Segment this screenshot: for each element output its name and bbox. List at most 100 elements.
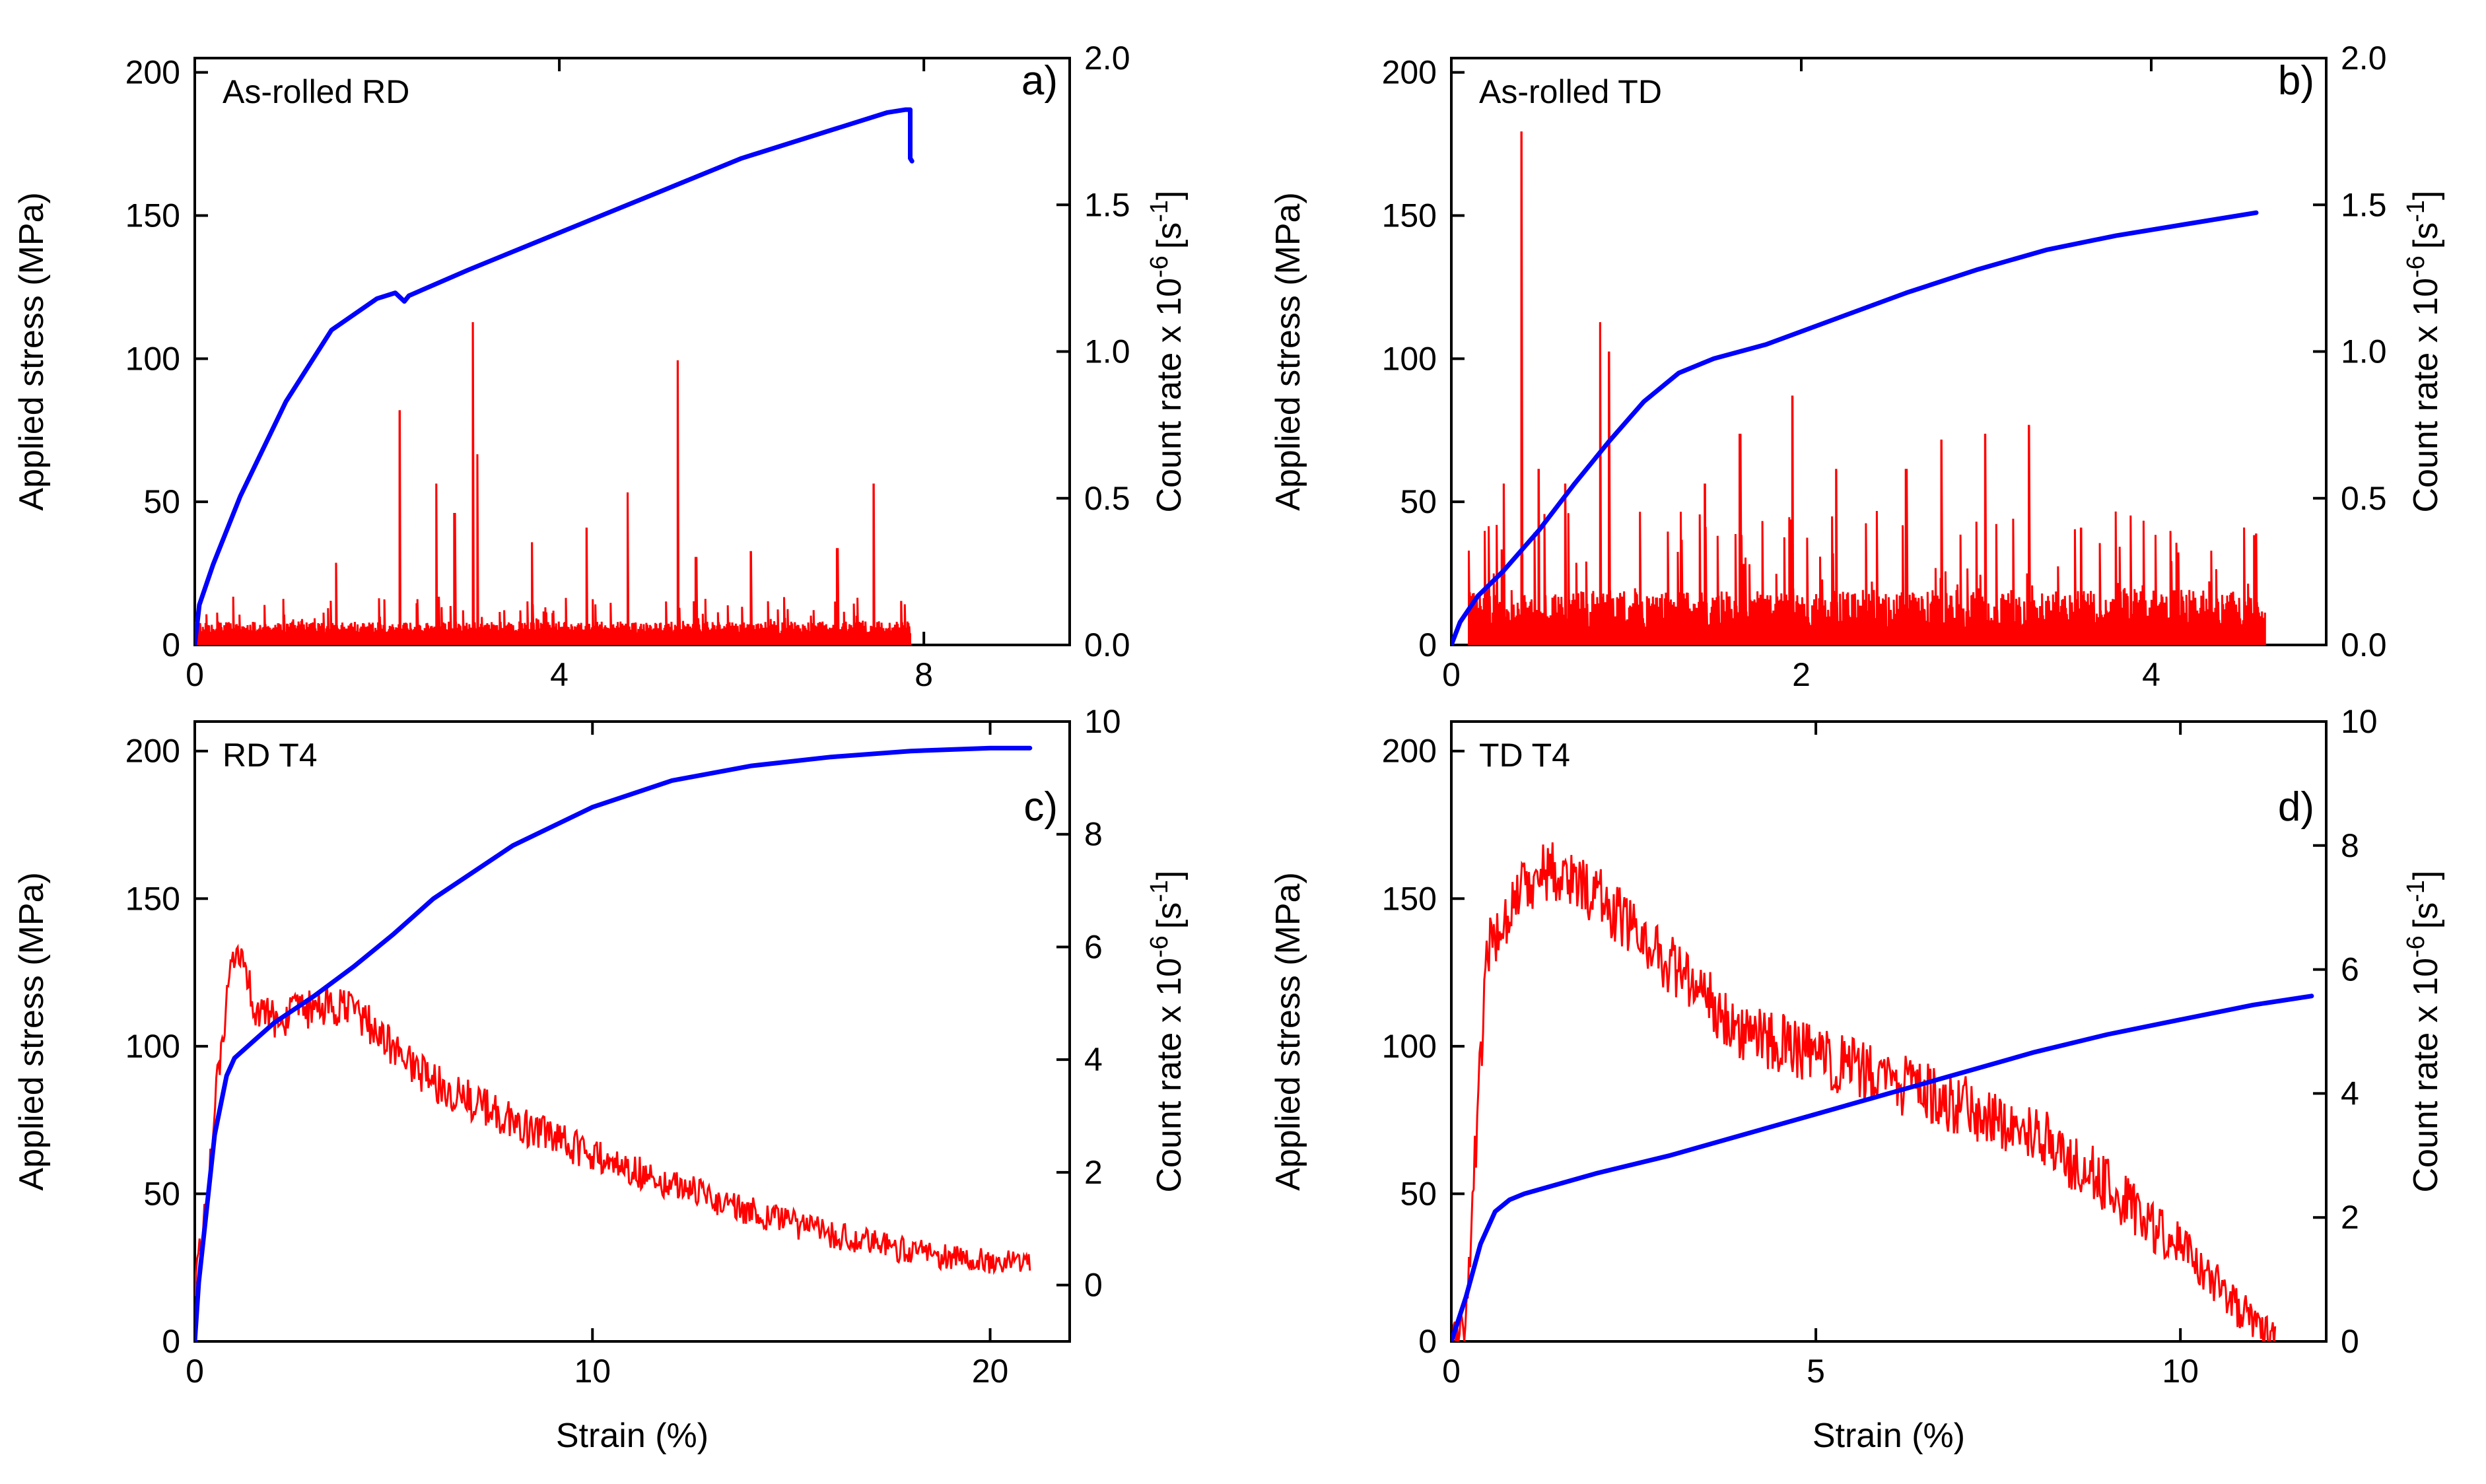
y-tick-label: 50 <box>1400 483 1437 520</box>
y2-axis-title-unit-exp: -1 <box>1146 200 1173 222</box>
y-tick-label: 0 <box>1418 1323 1437 1360</box>
applied-stress-series <box>1451 210 2259 645</box>
y2-axis-title-main: Count rate x 10 <box>1150 958 1189 1193</box>
data-layer <box>1451 842 2314 1341</box>
y2-axis-title: Count rate x 10-6 [s-1] <box>2402 870 2445 1192</box>
sample-label: RD T4 <box>223 737 318 774</box>
count-rate-series <box>195 321 911 645</box>
x-tick-label: 0 <box>1442 1353 1461 1390</box>
y2-axis-title-unit: [s <box>1150 902 1189 929</box>
y2-tick-label: 8 <box>1084 816 1103 853</box>
y-tick-label: 100 <box>1382 1028 1437 1065</box>
y2-tick-label: 1.0 <box>2341 333 2387 370</box>
y2-axis-title-main: Count rate x 10 <box>2407 278 2445 513</box>
y2-tick-label: 1.5 <box>2341 186 2387 223</box>
y-tick-label: 150 <box>1382 880 1437 917</box>
data-layer <box>1451 131 2266 645</box>
y2-tick-label: 0 <box>2341 1323 2359 1360</box>
y2-tick-label: 0 <box>1084 1267 1103 1304</box>
y-tick-label: 150 <box>125 197 180 234</box>
count-rate-series <box>1468 131 2266 645</box>
y2-tick-label: 0.0 <box>2341 626 2387 663</box>
y2-axis-title-unit: [s <box>2407 902 2445 929</box>
y2-axis-title-main: Count rate x 10 <box>1150 278 1189 513</box>
y-tick-label: 150 <box>1382 197 1437 234</box>
y-axis-title: Applied stress (MPa) <box>13 192 51 511</box>
y2-axis-title-unit-exp: -1 <box>1146 880 1173 902</box>
y2-axis-title-close: ] <box>2407 190 2445 199</box>
y2-axis-title-exp: -6 <box>2402 255 2430 278</box>
panel-label: c) <box>1023 784 1058 830</box>
y2-tick-label: 0.0 <box>1084 626 1130 663</box>
y-tick-label: 200 <box>125 54 180 91</box>
panel-label: d) <box>2278 784 2314 830</box>
y2-axis-title-close: ] <box>1150 870 1189 879</box>
x-tick-label: 8 <box>915 656 933 693</box>
y-axis-title: Applied stress (MPa) <box>1269 872 1307 1191</box>
y2-axis-title-unit: [s <box>2407 222 2445 249</box>
y-tick-label: 200 <box>1382 733 1437 770</box>
plot-frame <box>193 720 1071 1343</box>
y2-axis-title-unit-exp: -1 <box>2402 200 2430 222</box>
y-tick-label: 0 <box>162 1323 180 1360</box>
plot-frame <box>193 57 1071 646</box>
data-layer <box>195 745 1033 1341</box>
sample-label: TD T4 <box>1479 737 1570 774</box>
applied-stress-series <box>195 745 1033 1341</box>
y2-tick-label: 1.5 <box>1084 186 1130 223</box>
y2-tick-label: 2.0 <box>2341 40 2387 77</box>
y2-axis-title-unit-exp: -1 <box>2402 880 2430 902</box>
y-tick-label: 200 <box>1382 54 1437 91</box>
y-tick-label: 50 <box>1400 1175 1437 1212</box>
y2-axis-title: Count rate x 10-6 [s-1] <box>1146 190 1189 512</box>
x-tick-label: 0 <box>186 656 204 693</box>
x-tick-label: 10 <box>2162 1353 2199 1390</box>
plot-frame <box>1450 57 2328 646</box>
x-tick-label: 2 <box>1792 656 1811 693</box>
y2-axis-title-exp: -6 <box>1146 935 1173 958</box>
y-tick-label: 150 <box>125 880 180 917</box>
y2-axis-title: Count rate x 10-6 [s-1] <box>2402 190 2445 512</box>
x-tick-label: 10 <box>574 1353 611 1390</box>
x-axis-title: Strain (%) <box>556 1417 708 1455</box>
y2-axis-title-exp: -6 <box>2402 935 2430 958</box>
count-rate-series <box>1451 842 2277 1341</box>
y-axis-title: Applied stress (MPa) <box>1269 192 1307 511</box>
y2-tick-label: 1.0 <box>1084 333 1130 370</box>
x-axis-title: Strain (%) <box>1813 1417 1965 1455</box>
y2-axis-title-main: Count rate x 10 <box>2407 958 2445 1193</box>
y2-tick-label: 4 <box>1084 1041 1103 1078</box>
y-tick-label: 200 <box>125 733 180 770</box>
panel-b: 0 2 4 0 50 100 150 200 0.0 0.5 1.0 1.5 2.0 Applied st… <box>1269 40 2445 693</box>
y2-tick-label: 6 <box>2341 951 2359 988</box>
y2-tick-label: 6 <box>1084 928 1103 965</box>
panel-label: b) <box>2278 58 2314 104</box>
sample-label: As-rolled TD <box>1479 73 1662 110</box>
y2-tick-label: 4 <box>2341 1075 2359 1112</box>
x-tick-label: 20 <box>972 1353 1009 1390</box>
y2-tick-label: 2 <box>2341 1199 2359 1236</box>
applied-stress-series <box>1451 994 2314 1341</box>
y2-axis-title-unit: [s <box>1150 222 1189 249</box>
y2-axis-title: Count rate x 10-6 [s-1] <box>1146 870 1189 1192</box>
y2-tick-label: 8 <box>2341 827 2359 864</box>
y-tick-label: 50 <box>143 1175 180 1212</box>
y-tick-label: 100 <box>1382 340 1437 377</box>
y2-axis-title-close: ] <box>2407 870 2445 879</box>
x-tick-label: 0 <box>186 1353 204 1390</box>
count-rate-series <box>195 943 1031 1297</box>
y2-tick-label: 0.5 <box>2341 480 2387 517</box>
y2-tick-label: 2.0 <box>1084 40 1130 77</box>
y-tick-label: 100 <box>125 1028 180 1065</box>
panel-label: a) <box>1021 58 1058 104</box>
y-tick-label: 0 <box>162 626 180 663</box>
y-tick-label: 0 <box>1418 626 1437 663</box>
y2-tick-label: 2 <box>1084 1154 1103 1191</box>
y2-tick-label: 10 <box>1084 703 1121 740</box>
y-tick-label: 50 <box>143 483 180 520</box>
x-tick-label: 0 <box>1442 656 1461 693</box>
sample-label: As-rolled RD <box>223 73 409 110</box>
